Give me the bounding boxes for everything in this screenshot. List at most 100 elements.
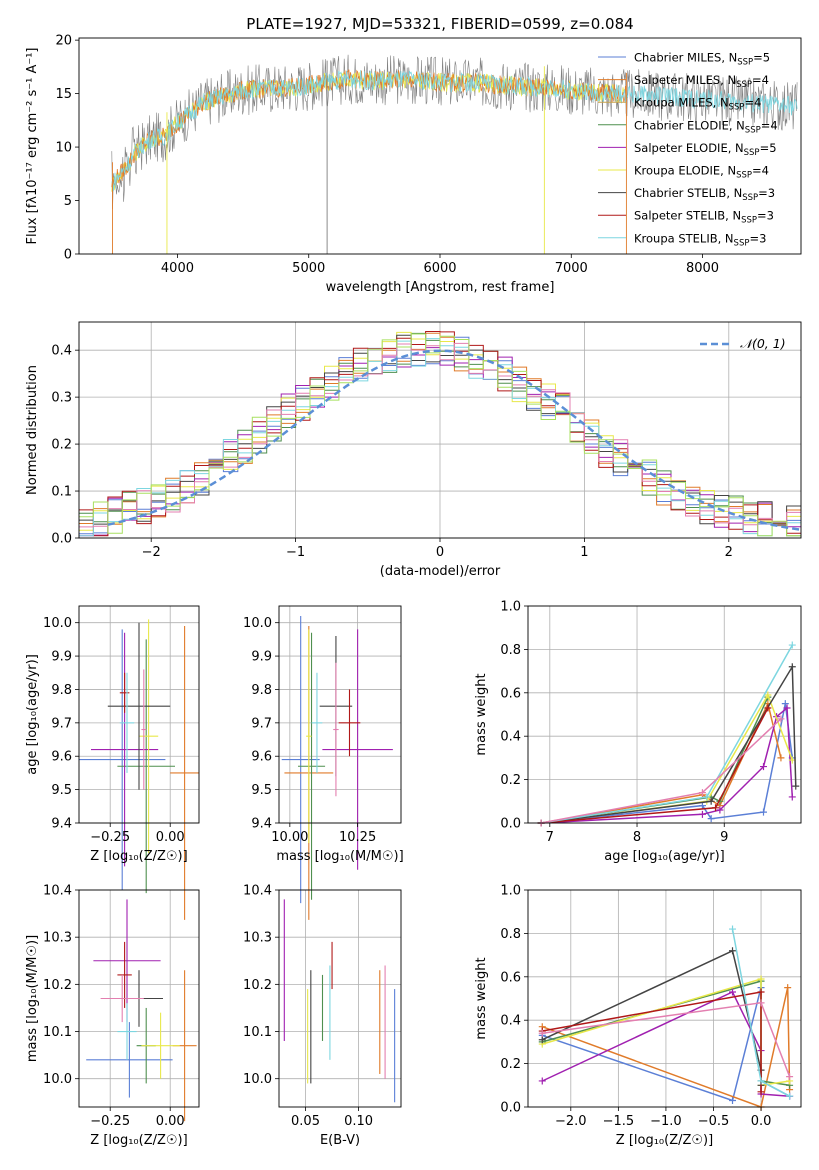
x-axis-label: age [log₁₀(age/yr)]: [604, 849, 725, 864]
y-tick-label: 0.3: [51, 391, 72, 406]
legend-label: Salpeter MILES, NSSP=4: [634, 73, 769, 90]
x-axis-label: Z [log₁₀(Z/Z☉)]: [90, 849, 187, 864]
y-tick-label: 0.2: [500, 1057, 521, 1072]
y-tick-label: 9.5: [251, 783, 272, 798]
weight-marker: [783, 704, 791, 712]
weight-marker: [788, 663, 796, 671]
y-tick-label: 9.7: [251, 716, 272, 731]
legend-sub: SSP: [734, 238, 750, 248]
legend-sub: SSP: [741, 216, 757, 226]
y-tick-label: 10.2: [243, 978, 272, 993]
ticks-mass-vs-ebv: 0.05 0.10 10.0 10.1 10.2 10.3 10.4 E(B-V): [243, 884, 402, 1148]
x-tick-label: 5000: [292, 261, 325, 276]
y-tick-label: 10.3: [43, 931, 72, 946]
y-tick-label: 10.0: [243, 616, 272, 631]
y-tick-label: 10.0: [243, 1072, 272, 1087]
weight-marker: [707, 797, 715, 805]
weight-marker: [757, 999, 765, 1007]
y-tick-label: 10.1: [43, 1025, 72, 1040]
legend-label: Chabrier MILES, NSSP=5: [634, 51, 770, 68]
weight-marker: [729, 1096, 737, 1104]
y-tick-label: 10.4: [43, 884, 72, 899]
panel-age-vs-mass: [279, 606, 401, 920]
y-tick-label: 9.9: [251, 650, 272, 665]
legend-label: 𝒩(0, 1): [740, 336, 786, 351]
weight-marker: [764, 691, 772, 699]
weight-marker: [777, 715, 785, 723]
legend-sub: SSP: [737, 58, 753, 68]
legend-sub: SSP: [729, 103, 745, 113]
legend-main: Kroupa ELODIE, N: [634, 164, 736, 178]
x-tick-label: 8: [633, 830, 641, 845]
legend-label: Kroupa MILES, NSSP=4: [634, 96, 761, 113]
y-tick-label: 10.3: [243, 931, 272, 946]
axes-frame: [527, 889, 802, 1108]
y-tick-label: 0.0: [500, 817, 521, 832]
y-axis-label: age [log₁₀(age/yr)]: [25, 654, 40, 775]
x-tick-label: 0.00: [156, 1114, 185, 1129]
legend-main: Chabrier MILES, N: [634, 51, 737, 65]
y-tick-label: 0.8: [500, 643, 521, 658]
y-tick-label: 10.2: [43, 978, 72, 993]
x-tick-label: 0.00: [156, 830, 185, 845]
marks-weight-vs-age: [537, 641, 800, 827]
x-tick-label: −1: [286, 545, 305, 560]
marks-weight-vs-Z: [538, 925, 794, 1111]
legend-label: Chabrier ELODIE, NSSP=4: [634, 118, 778, 135]
x-tick-label: 1: [580, 545, 588, 560]
spectrum-line: [111, 69, 627, 189]
x-tick-label: −0.25: [90, 830, 130, 845]
y-tick-label: 0.0: [51, 532, 72, 547]
x-tick-label: 10.00: [271, 830, 308, 845]
y-tick-label: 9.6: [251, 750, 272, 765]
y-tick-label: 9.5: [51, 783, 72, 798]
legend-sub: SSP: [742, 193, 758, 203]
legend-end: =5: [753, 51, 770, 65]
weight-marker: [786, 1092, 794, 1100]
weight-marker: [788, 641, 796, 649]
weight-line: [541, 664, 797, 824]
weight-marker: [757, 1077, 765, 1085]
weight-marker: [538, 1029, 546, 1037]
legend-label: Salpeter STELIB, NSSP=3: [634, 209, 774, 226]
y-tick-label: 0.4: [500, 730, 521, 745]
x-tick-label: −2.0: [555, 1114, 587, 1129]
weight-marker: [538, 1077, 546, 1085]
x-tick-label: −0.5: [698, 1114, 730, 1129]
legend-end: =4: [744, 96, 761, 110]
panel-weight-vs-Z: [528, 889, 801, 1111]
ticks-age-vs-mass: 10.00 10.25 9.4 9.5 9.6 9.7 9.8 9.9 10.0 mass [lo…: [243, 605, 404, 864]
y-tick-label: 9.4: [251, 817, 272, 832]
y-tick-label: 0.6: [500, 970, 521, 985]
x-tick-label: 7000: [555, 261, 588, 276]
y-tick-label: 10: [55, 141, 72, 156]
x-axis-label: E(B-V): [320, 1133, 360, 1148]
legend-label: Kroupa STELIB, NSSP=3: [634, 231, 766, 248]
y-tick-label: 10.4: [243, 884, 272, 899]
ticks-mass-vs-Z: −0.25 0.00 10.0 10.1 10.2 10.3 10.4 Z [log₁₀(Z/…: [25, 884, 200, 1148]
panel-mass-vs-ebv: [279, 889, 401, 1107]
legend-end: =3: [749, 231, 766, 245]
weight-marker: [788, 793, 796, 801]
x-tick-label: 0.05: [291, 1114, 320, 1129]
legend-end: =4: [752, 164, 769, 178]
legend-label: Salpeter ELODIE, NSSP=5: [634, 141, 777, 158]
axes-frame: [78, 321, 802, 539]
axes-frame: [78, 37, 802, 255]
y-axis-label: Flux [fλ10⁻¹⁷ erg cm⁻² s⁻¹ A⁻¹]: [25, 48, 40, 245]
x-tick-label: 8000: [686, 261, 719, 276]
weight-marker: [759, 808, 767, 816]
panel-weight-vs-age: [528, 605, 801, 827]
y-tick-label: 0.4: [500, 1014, 521, 1029]
axes-frame: [278, 889, 402, 1108]
weight-marker: [698, 789, 706, 797]
y-axis-label: mass weight: [474, 673, 489, 755]
weight-marker: [698, 810, 706, 818]
legend-end: =3: [758, 186, 775, 200]
y-tick-label: 9.4: [51, 817, 72, 832]
axes-frame: [78, 605, 200, 824]
legend-main: Salpeter STELIB, N: [634, 209, 741, 223]
weight-marker: [757, 988, 765, 996]
